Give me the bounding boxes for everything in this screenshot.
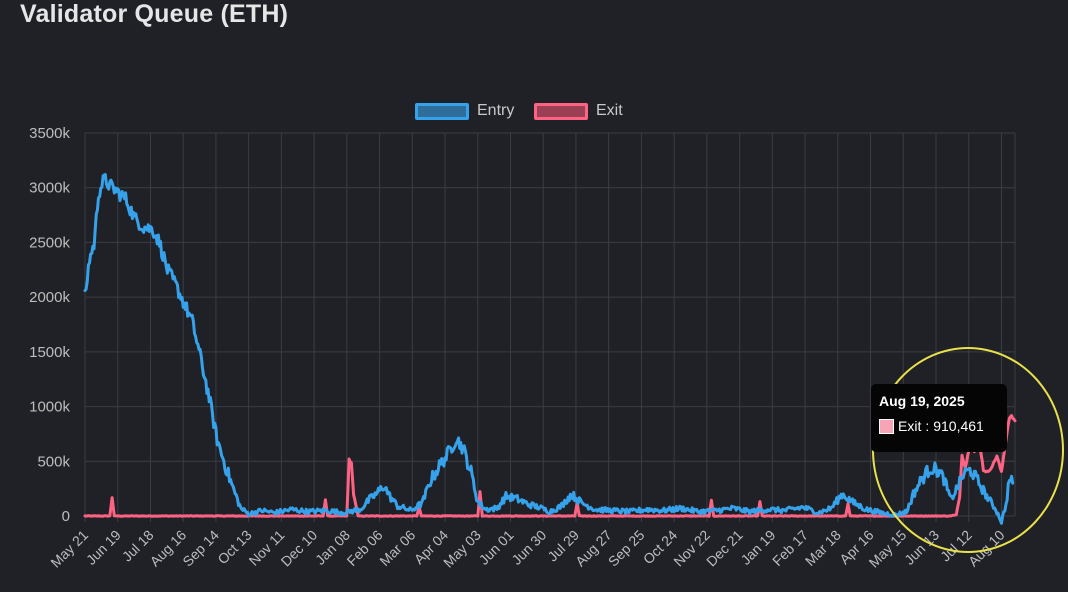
x-tick-label: Feb 06 <box>344 527 386 569</box>
chart-legend: Entry Exit <box>0 98 1068 124</box>
x-tick-label: Jun 19 <box>83 527 124 568</box>
x-tick-label: Dec 10 <box>278 527 321 570</box>
x-tick-label: Jun 13 <box>901 527 942 568</box>
x-tick-label: Sep 14 <box>179 527 222 570</box>
y-tick-label: 2000k <box>29 289 70 306</box>
page-title: Validator Queue (ETH) <box>20 0 289 28</box>
x-tick-label: Jun 30 <box>508 527 549 568</box>
y-tick-label: 1500k <box>29 344 70 361</box>
y-tick-label: 3000k <box>29 180 70 197</box>
legend-swatch-entry <box>415 102 469 120</box>
x-tick-label: May 03 <box>440 527 484 571</box>
y-tick-label: 1000k <box>29 399 70 416</box>
legend-label-entry: Entry <box>477 102 515 119</box>
x-tick-label: Jun 01 <box>476 527 517 568</box>
x-tick-label: Feb 17 <box>769 527 811 569</box>
tooltip-value: 910,461 <box>933 418 984 434</box>
series-line-entry <box>83 173 1015 525</box>
x-tick-label: Sep 25 <box>605 527 648 570</box>
x-tick-label: May 15 <box>866 527 910 571</box>
tooltip-series: Exit <box>898 418 922 434</box>
x-tick-label: Aug 10 <box>965 527 1008 570</box>
x-tick-label: Mar 06 <box>376 527 418 569</box>
y-tick-label: 0 <box>62 508 70 525</box>
chart-tooltip: Aug 19, 2025 Exit: 910,461 <box>871 384 1007 452</box>
tooltip-date: Aug 19, 2025 <box>879 393 965 409</box>
y-tick-label: 3500k <box>29 125 70 142</box>
series-line-exit <box>83 414 1017 518</box>
legend-item-entry[interactable]: Entry <box>415 98 514 124</box>
legend-label-exit: Exit <box>596 102 623 119</box>
tooltip-swatch <box>879 418 894 434</box>
x-tick-label: Dec 21 <box>703 527 746 570</box>
y-tick-label: 2500k <box>29 234 70 251</box>
tooltip-colon: : <box>925 418 930 434</box>
y-tick-label: 500k <box>37 453 70 470</box>
x-tick-label: May 21 <box>47 527 91 571</box>
legend-swatch-exit <box>534 102 588 120</box>
x-tick-label: Mar 18 <box>802 527 844 569</box>
tooltip-row: Exit: 910,461 <box>879 418 999 434</box>
legend-item-exit[interactable]: Exit <box>534 98 623 124</box>
